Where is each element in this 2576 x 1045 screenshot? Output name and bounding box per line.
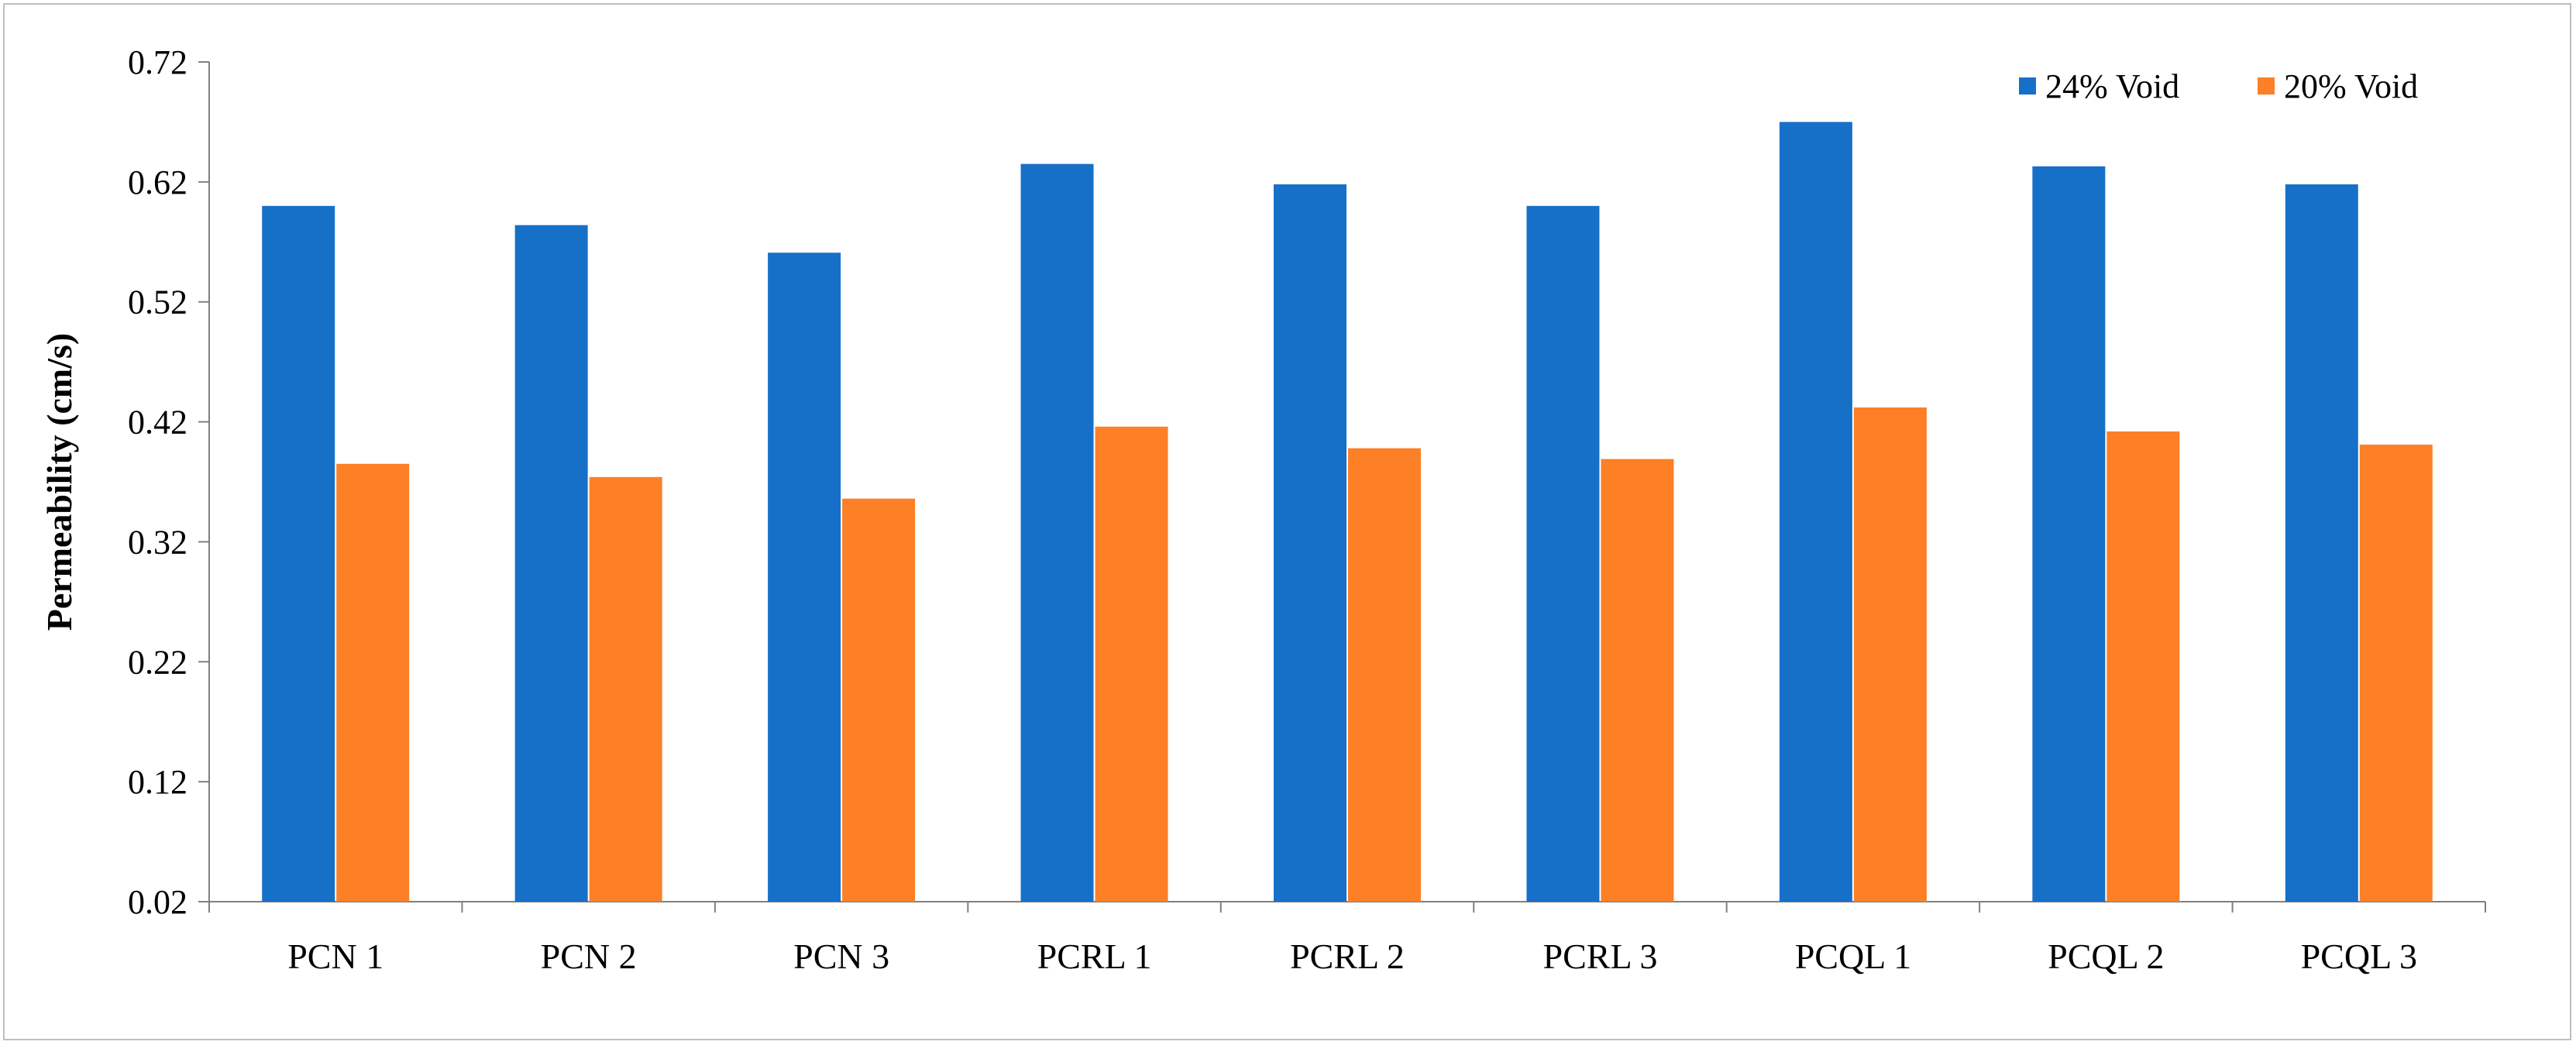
x-tick-label: PCQL 2 [2048,937,2164,976]
legend-label: 24% Void [2045,67,2179,105]
x-tick-label: PCN 3 [793,937,889,976]
bars [262,122,2433,902]
chart-frame: 0.02 0.12 0.22 0.32 0.42 0.52 0.62 0.72 PCN 1 PC… [3,3,2571,1040]
y-tick-label: 0.12 [128,763,187,801]
x-tick-label: PCRL 3 [1543,937,1658,976]
y-tick-label: 0.72 [128,43,187,81]
bar-series-2 [2107,431,2180,902]
bar-series-2 [1348,448,1421,902]
y-axis-label: Permeability (cm/s) [40,333,79,631]
x-tick-label: PCRL 1 [1037,937,1152,976]
y-tick-label: 0.02 [128,883,187,921]
legend-swatch [2019,77,2036,95]
x-tick-labels: PCN 1 PCN 2 PCN 3 PCRL 1 PCRL 2 PCRL 3 PCQL 1 P… [287,937,2417,976]
bar-series-1 [1779,122,1852,902]
bar-series-2 [2359,444,2433,902]
y-tick-label: 0.32 [128,523,187,561]
bar-series-1 [1274,184,1346,902]
bar-series-1 [1020,163,1094,902]
bar-series-1 [768,253,841,902]
y-tick-labels: 0.02 0.12 0.22 0.32 0.42 0.52 0.62 0.72 [128,43,187,921]
bar-series-2 [589,476,662,902]
bar-series-2 [1853,407,1927,902]
legend: 24% Void 20% Void [2019,67,2418,105]
bar-series-1 [1526,205,1600,902]
y-tick-label: 0.52 [128,284,187,321]
axes [198,61,2486,913]
bar-series-2 [336,463,410,902]
bar-series-2 [842,498,916,902]
bar-series-1 [262,205,335,902]
x-tick-label: PCN 1 [287,937,383,976]
y-tick-label: 0.42 [128,404,187,442]
y-tick-label: 0.22 [128,643,187,681]
bar-chart: 0.020.120.220.320.420.520.620.72 PCN 1 PC… [40,43,2486,976]
bar-series-2 [1601,459,1674,902]
x-tick-label: PCQL 3 [2301,937,2417,976]
y-tick-label: 0.62 [128,163,187,201]
bar-series-1 [2285,184,2358,902]
legend-swatch [2258,77,2275,95]
bar-series-1 [2032,166,2106,902]
x-tick-label: PCN 2 [541,937,637,976]
x-tick-label: PCQL 1 [1795,937,1911,976]
legend-label: 20% Void [2284,67,2418,105]
bar-series-1 [514,225,588,902]
bar-series-2 [1095,426,1168,902]
x-tick-label: PCRL 2 [1290,937,1405,976]
